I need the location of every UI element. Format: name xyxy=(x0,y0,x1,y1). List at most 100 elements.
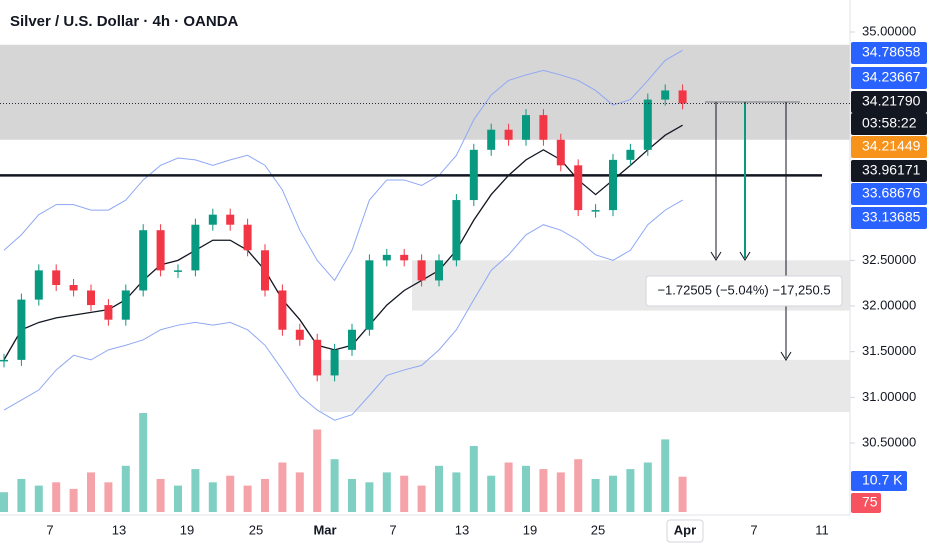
candle xyxy=(643,99,652,150)
volume-bar xyxy=(539,469,548,512)
volume-bar xyxy=(243,485,252,512)
x-tick-label: 19 xyxy=(180,522,194,537)
candle xyxy=(574,165,583,211)
candle xyxy=(609,159,617,211)
candle xyxy=(295,329,304,340)
candle xyxy=(591,210,600,212)
volume-bar xyxy=(261,479,269,512)
candle xyxy=(52,270,61,285)
candle xyxy=(417,260,426,281)
x-tick-label: 25 xyxy=(591,522,605,537)
volume-bar xyxy=(452,472,461,512)
measure-label: −1.72505 (−5.04%) −17,250.5 xyxy=(657,282,830,297)
chart-title: Silver / U.S. Dollar · 4h · OANDA xyxy=(10,13,239,30)
x-tick-label: 13 xyxy=(112,522,126,537)
candle xyxy=(382,254,391,261)
price-label: 34.21449 xyxy=(862,138,921,154)
volume-bar xyxy=(626,469,635,512)
volume-bar xyxy=(469,446,478,512)
candle xyxy=(400,254,409,261)
volume-label-bg xyxy=(851,471,907,491)
price-label-bg xyxy=(851,183,927,205)
volume-bar xyxy=(522,465,530,512)
price-label: 34.21790 xyxy=(862,93,921,109)
x-tick-label: 7 xyxy=(46,522,53,537)
candle xyxy=(556,139,565,166)
x-tick-label: 7 xyxy=(389,522,396,537)
candle xyxy=(487,129,496,150)
candle xyxy=(87,290,95,306)
volume-label: 75 xyxy=(862,494,878,510)
volume-bar xyxy=(400,475,409,512)
y-tick-label: 31.50000 xyxy=(862,343,916,358)
candle xyxy=(243,224,252,251)
candle xyxy=(226,214,235,225)
volume-bar xyxy=(643,462,652,512)
x-tick-label: 7 xyxy=(750,522,757,537)
price-label-bg xyxy=(851,91,927,113)
price-label-bg xyxy=(851,67,927,89)
lower-band xyxy=(3,199,683,421)
candle xyxy=(139,230,148,291)
zone xyxy=(320,359,850,412)
candle xyxy=(156,230,165,271)
candle xyxy=(121,290,130,320)
candle xyxy=(435,260,443,281)
volume-bar xyxy=(591,479,600,512)
volume-bar xyxy=(487,475,496,512)
volume-bar xyxy=(678,476,687,512)
candle xyxy=(678,90,687,104)
candle xyxy=(539,115,548,140)
volume-bar xyxy=(0,492,8,512)
volume-bar xyxy=(556,472,565,512)
candle xyxy=(69,284,78,291)
volume-bar xyxy=(365,482,374,512)
candle xyxy=(452,200,461,261)
x-label-box xyxy=(666,519,704,543)
candle xyxy=(208,214,217,225)
y-tick-label: 30.50000 xyxy=(862,434,916,449)
volume-label: 10.7 K xyxy=(862,472,903,488)
candle xyxy=(174,270,182,272)
price-label: 34.23667 xyxy=(862,69,921,85)
price-label: 33.96171 xyxy=(862,162,921,178)
volume-bar xyxy=(34,485,43,512)
candle xyxy=(17,299,26,360)
volume-bar xyxy=(156,479,165,512)
price-label: 33.13685 xyxy=(862,209,921,225)
y-tick-label: 35.00000 xyxy=(862,23,916,38)
volume-bar xyxy=(208,482,217,512)
x-tick-label: 19 xyxy=(523,522,537,537)
candle xyxy=(261,250,269,291)
volume-bar xyxy=(52,482,61,512)
volume-bar xyxy=(417,485,426,512)
measure-box xyxy=(645,275,843,307)
volume-bar xyxy=(435,465,443,512)
candle xyxy=(278,290,287,330)
zone xyxy=(0,44,850,140)
volume-bar xyxy=(504,462,513,512)
candle xyxy=(34,270,43,300)
volume-bar xyxy=(139,413,148,512)
candle xyxy=(348,329,356,350)
upper-band xyxy=(3,49,683,282)
x-tick-label: 25 xyxy=(249,522,263,537)
candle xyxy=(104,305,113,320)
volume-bar xyxy=(609,475,617,512)
volume-bar xyxy=(87,472,95,512)
candle xyxy=(469,149,478,201)
volume-bar xyxy=(17,479,26,512)
y-tick-label: 32.00000 xyxy=(862,297,916,312)
volume-bar xyxy=(313,429,322,512)
volume-bar xyxy=(574,459,583,512)
x-tick-label: Mar xyxy=(313,522,336,537)
volume-label-bg xyxy=(851,493,881,513)
price-label: 03:58:22 xyxy=(862,115,917,131)
volume-bar xyxy=(661,439,670,512)
candle xyxy=(626,149,635,160)
y-tick-label: 32.50000 xyxy=(862,252,916,267)
volume-bar xyxy=(121,465,130,512)
x-tick-label: Apr xyxy=(674,522,696,537)
volume-bar xyxy=(278,462,287,512)
